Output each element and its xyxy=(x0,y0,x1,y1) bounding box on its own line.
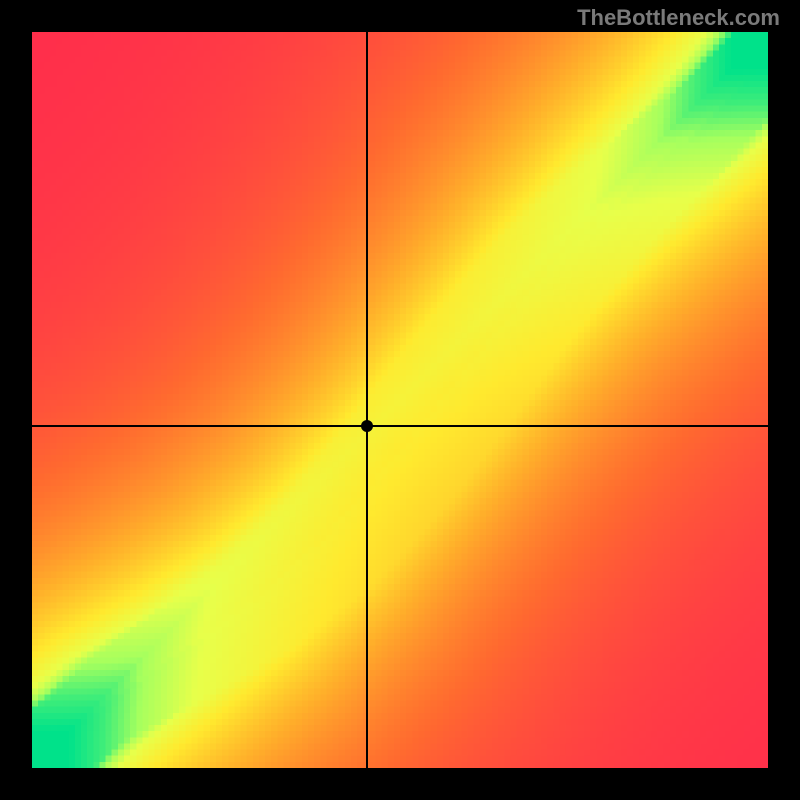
crosshair-vertical xyxy=(366,32,368,768)
plot-area xyxy=(32,32,768,768)
watermark-text: TheBottleneck.com xyxy=(577,5,780,31)
bottleneck-heatmap xyxy=(32,32,768,768)
crosshair-horizontal xyxy=(32,425,768,427)
selection-marker xyxy=(361,420,373,432)
